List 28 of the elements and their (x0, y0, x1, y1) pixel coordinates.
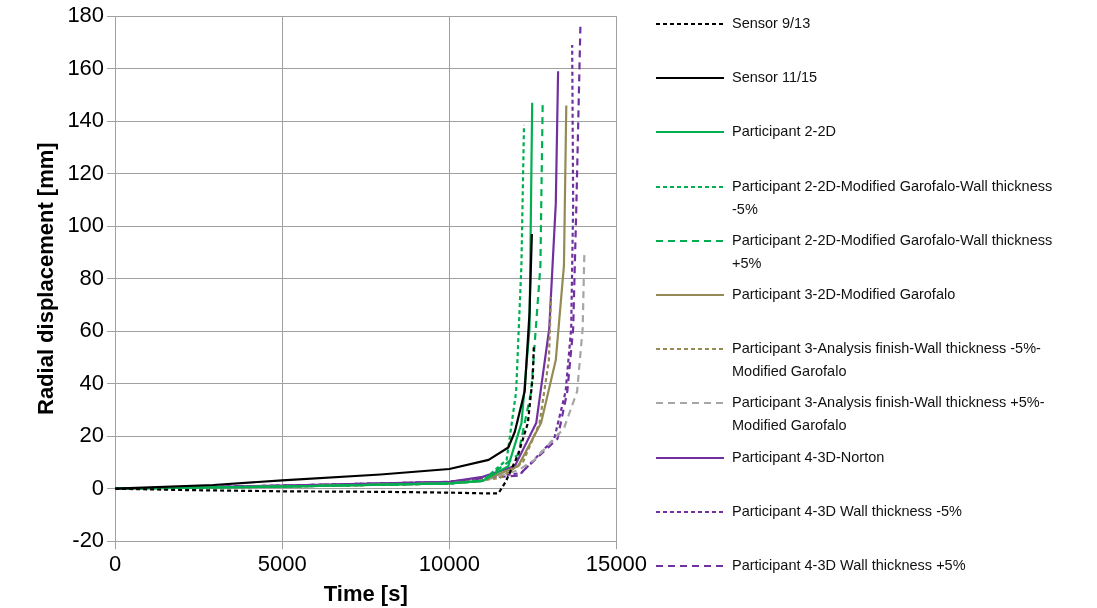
y-tick-label: 20 (79, 422, 105, 448)
y-tick-label: 100 (67, 212, 105, 238)
y-axis-title: Radial displacement [mm] (33, 142, 59, 416)
y-tick-label: 40 (79, 369, 105, 395)
x-tick-label: 15000 (585, 551, 648, 577)
y-tick-label: -20 (72, 527, 105, 553)
legend-label: Participant 3-Analysis finish-Wall thickness +5%-Modified Garofalo (732, 393, 1046, 436)
legend-label: Participant 3-Analysis finish-Wall thickness -5%-Modified Garofalo (732, 339, 1042, 382)
legend-label: Participant 3-2D-Modified Garofalo (732, 284, 956, 304)
legend-label: Participant 2-2D-Modified Garofalo-Wall thickness +5% (732, 230, 1054, 273)
x-axis-title: Time [s] (323, 580, 408, 606)
legend-label: Participant 2-2D (732, 122, 836, 142)
y-tick-label: 180 (67, 2, 105, 28)
y-tick-label: 120 (67, 159, 105, 185)
y-tick-label: 160 (67, 54, 105, 80)
legend-label: Participant 2-2D-Modified Garofalo-Wall thickness -5% (732, 176, 1054, 219)
y-tick-label: 0 (91, 474, 105, 500)
x-tick-label: 0 (108, 551, 122, 577)
legend-label: Participant 4-3D Wall thickness -5% (732, 501, 962, 521)
legend-label: Sensor 11/15 (732, 68, 818, 88)
x-tick-label: 10000 (418, 551, 480, 577)
x-tick-label: 5000 (257, 551, 307, 577)
y-tick-label: 80 (79, 264, 105, 290)
y-tick-label: 60 (79, 317, 105, 343)
legend-label: Sensor 9/13 (732, 14, 811, 33)
legend-label: Participant 4-3D Wall thickness +5% (732, 555, 966, 575)
legend-label: Participant 4-3D-Norton (732, 447, 885, 467)
y-tick-label: 140 (67, 107, 105, 133)
